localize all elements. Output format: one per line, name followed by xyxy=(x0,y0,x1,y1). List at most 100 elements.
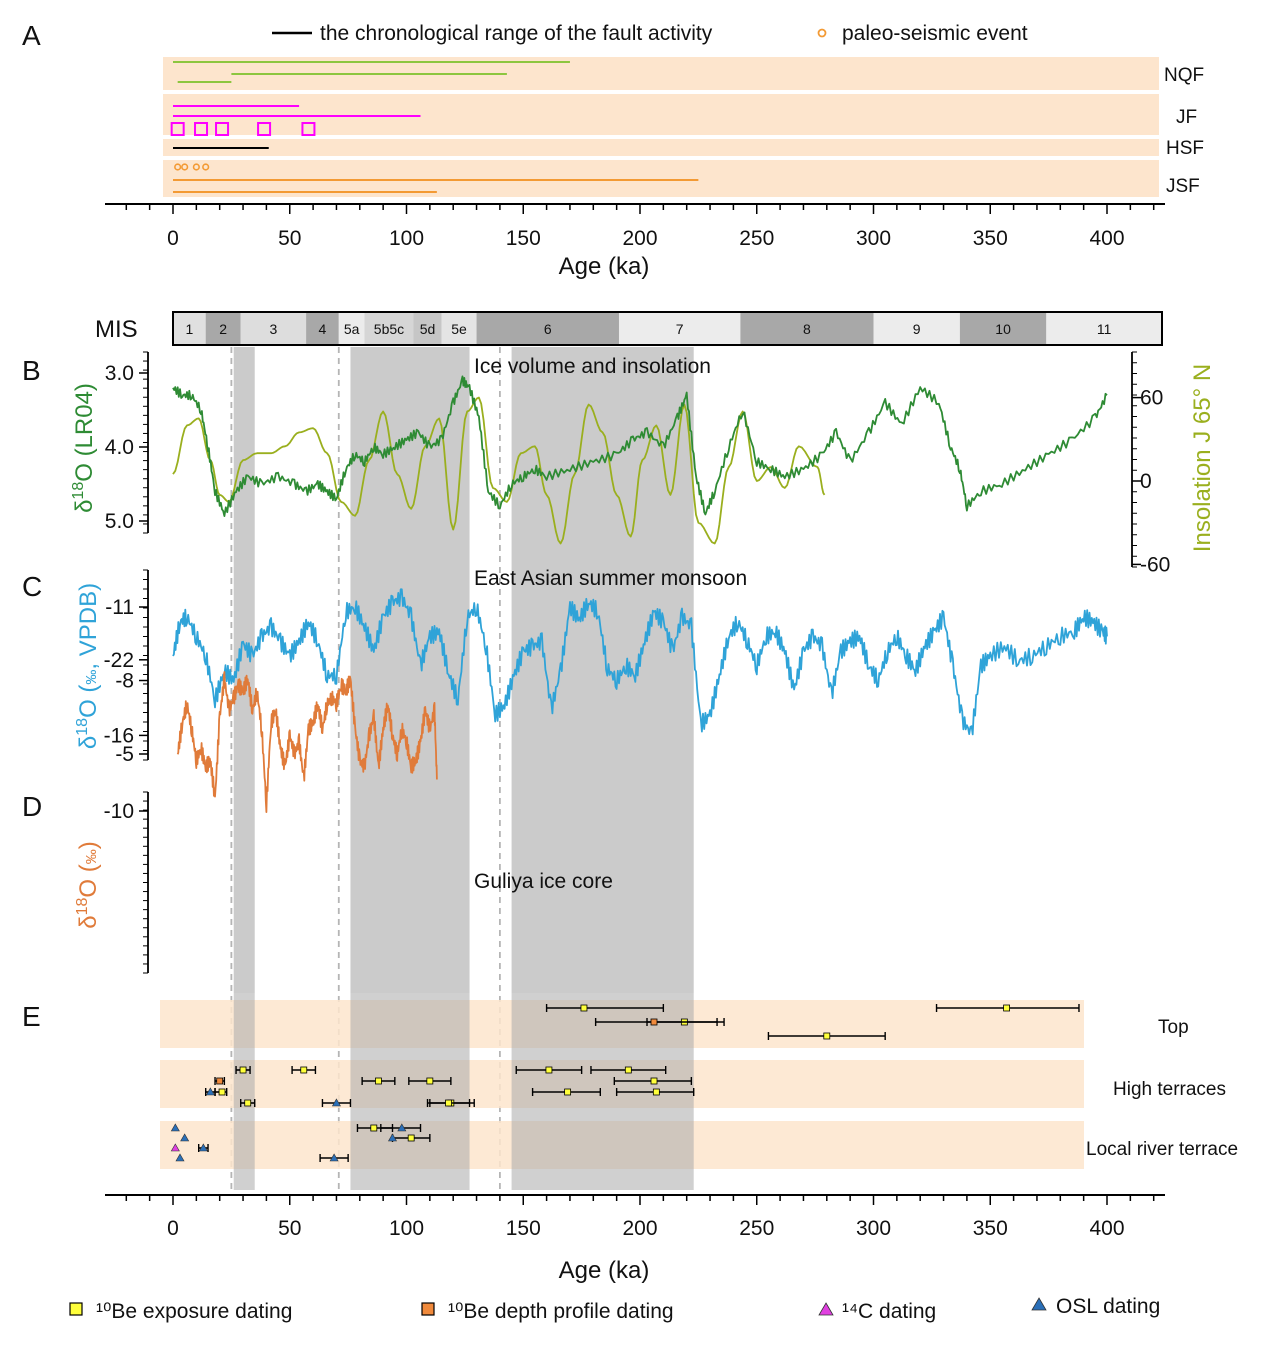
date-marker-square xyxy=(545,1066,553,1074)
y-tick-label: -10 xyxy=(104,800,134,823)
date-marker-square xyxy=(218,1088,226,1096)
mis-stage-9 xyxy=(873,313,960,344)
panel-b-axes: 3.0 4.0 5.0 60 0 -60 xyxy=(105,351,1170,576)
mis-stage-label: 5a xyxy=(344,321,360,337)
panel-label-e: E xyxy=(22,1001,41,1032)
paleo-event-square xyxy=(257,122,272,136)
x-tick-label: 100 xyxy=(389,1217,424,1240)
panel-b-series xyxy=(172,375,1108,545)
mis-stage-2 xyxy=(205,313,241,344)
date-marker-triangle xyxy=(198,1143,208,1152)
lane-hsf-band xyxy=(163,139,1159,156)
mis-bar: 1 2 3 4 5a 5b5c 5d 5e 6 7 8 9 10 11 xyxy=(172,311,1163,346)
y-tick-label: -16 xyxy=(104,724,134,747)
mis-stage-label: 11 xyxy=(1097,321,1112,337)
date-marker-triangle xyxy=(397,1123,407,1132)
insolation-line xyxy=(172,396,826,545)
glacial-band xyxy=(233,347,255,993)
date-marker-triangle xyxy=(175,1153,185,1162)
glacial-band-e xyxy=(233,993,255,1190)
y-tick-label: 60 xyxy=(1140,387,1163,410)
legend-be-depth-marker xyxy=(421,1302,435,1316)
x-axis-bottom: 0 50 100 150 200 250 300 350 400 xyxy=(105,1194,1165,1240)
date-marker-square xyxy=(650,1077,658,1085)
y-tick-label: 5.0 xyxy=(105,510,134,533)
mis-stage-3 xyxy=(240,313,307,344)
mis-stage-5a xyxy=(338,313,365,344)
lane-label-local: Local river terrace xyxy=(1086,1139,1238,1160)
x-axis-title-top: Age (ka) xyxy=(559,253,650,280)
date-marker-square xyxy=(650,1018,658,1026)
y-tick-label: -11 xyxy=(105,596,134,619)
mis-stage-label: 1 xyxy=(185,321,193,337)
fault-lanes xyxy=(163,57,1159,197)
panel-c-ylabel: δ18O (‰, VPDB) xyxy=(74,583,102,749)
mis-title: MIS xyxy=(95,316,138,343)
lane-label-hsf: HSF xyxy=(1166,138,1204,159)
panel-label-d: D xyxy=(22,791,42,822)
x-tick-label: 400 xyxy=(1089,1217,1124,1240)
mis-stage-label: 5b5c xyxy=(374,321,404,337)
legend-be-exposure-marker xyxy=(69,1302,83,1316)
lane-label-jf: JF xyxy=(1176,107,1197,128)
x-tick-label: 150 xyxy=(506,1217,541,1240)
glacial-band xyxy=(350,347,470,993)
mis-stage-label: 8 xyxy=(803,321,811,337)
date-marker-square xyxy=(244,1099,252,1107)
date-marker-square xyxy=(624,1066,632,1074)
panel-b-ylabel: δ18O (LR04) xyxy=(70,383,98,513)
legend-c14-label: ¹⁴C dating xyxy=(842,1300,936,1323)
paleo-event-square xyxy=(170,122,185,136)
mis-stage-5b5c xyxy=(364,313,414,344)
paleo-event-circle xyxy=(181,163,189,171)
panel-d-ylabel: δ18O (‰) xyxy=(74,841,102,928)
date-marker-square xyxy=(652,1088,660,1096)
fault-activity-ranges xyxy=(173,61,699,193)
mis-stage-8 xyxy=(740,313,874,344)
x-tick-label: 50 xyxy=(278,1217,301,1240)
panel-label-b: B xyxy=(22,355,41,386)
paleo-event-square xyxy=(301,122,316,136)
date-marker-square xyxy=(1003,1004,1010,1012)
date-marker-square xyxy=(580,1004,588,1012)
date-marker-square xyxy=(407,1134,415,1142)
panel-c-axes: -11 -8 -5 xyxy=(105,569,149,766)
mis-stage-4 xyxy=(306,313,339,344)
lane-label-nqf: NQF xyxy=(1164,65,1204,86)
paleo-seismic-events xyxy=(170,122,316,171)
panel-d-axes: -10 -16 -22 xyxy=(104,649,149,974)
mis-stage-6 xyxy=(476,313,619,344)
legend-be-depth-label: ¹⁰Be depth profile dating xyxy=(448,1300,674,1323)
y-tick-label: -8 xyxy=(115,670,134,693)
legend-event-label: paleo-seismic event xyxy=(842,22,1028,45)
date-marker-square xyxy=(239,1066,247,1074)
mis-stage-label: 7 xyxy=(676,321,684,337)
lane-jf-band xyxy=(163,94,1159,135)
x-axis-title-bottom: Age (ka) xyxy=(559,1257,650,1284)
mis-stage-label: 9 xyxy=(913,321,921,337)
legend-bottom: ¹⁰Be exposure dating ¹⁰Be depth profile … xyxy=(69,1295,1160,1323)
date-marker-square xyxy=(426,1077,434,1085)
date-marker-square xyxy=(375,1077,382,1085)
glacial-band-e xyxy=(350,993,470,1190)
x-tick-label: 250 xyxy=(739,227,774,250)
legend-top: the chronological range of the fault act… xyxy=(272,22,1028,45)
y-tick-label: -5 xyxy=(115,743,134,766)
date-marker-square xyxy=(370,1124,378,1132)
legend-osl-marker xyxy=(1031,1297,1047,1311)
mis-stage-5d xyxy=(413,313,442,344)
x-tick-label: 0 xyxy=(167,227,179,250)
mis-stage-label: 5e xyxy=(451,321,467,337)
mis-stage-label: 10 xyxy=(995,321,1011,337)
mis-stage-label: 4 xyxy=(319,321,327,337)
y-tick-label: -60 xyxy=(1140,553,1170,576)
lane-label-top: Top xyxy=(1158,1017,1189,1038)
x-tick-label: 200 xyxy=(622,227,657,250)
paleo-event-square xyxy=(194,122,209,136)
date-marker-triangle xyxy=(331,1098,341,1107)
lane-jsf-band xyxy=(163,160,1159,197)
date-marker-square xyxy=(216,1077,224,1085)
mis-stage-label: 3 xyxy=(270,321,278,337)
date-marker-square xyxy=(564,1088,572,1096)
panel-d-title: Guliya ice core xyxy=(474,870,613,893)
